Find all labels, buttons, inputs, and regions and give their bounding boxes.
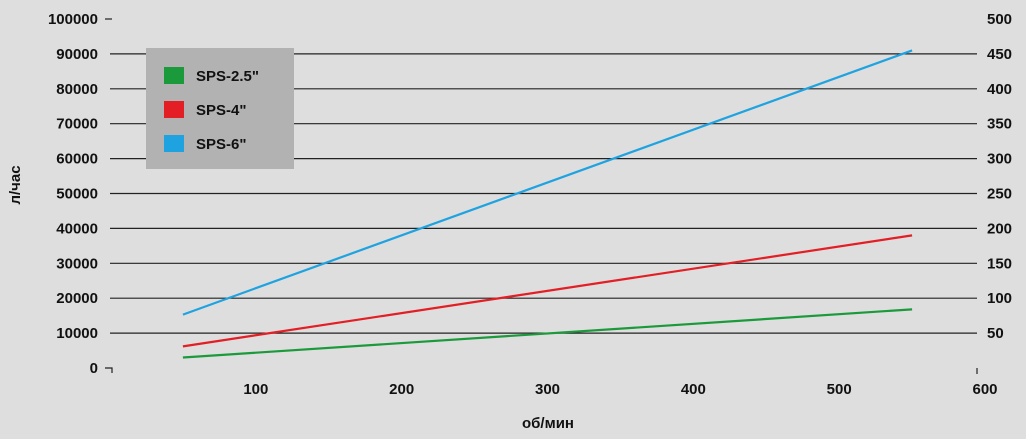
series-line [182, 308, 913, 359]
y-tick-label: 70000 [56, 116, 98, 133]
legend-entry: SPS-2.5" [196, 68, 259, 85]
series-lines [182, 49, 913, 359]
x-tick-label: 100 [243, 381, 268, 398]
y2-tick-label: 200 [987, 220, 1012, 237]
y2-axis-ticks: 50 100 150 200 250 300 350 400 450 500 [987, 11, 1012, 342]
y2-tick-label: 400 [987, 81, 1012, 98]
y2-tick-label: 350 [987, 116, 1012, 133]
y-axis-label: л/час [7, 165, 24, 204]
y-tick-label: 10000 [56, 325, 98, 342]
legend-swatch [164, 67, 184, 84]
x-tick-label: 500 [827, 381, 852, 398]
x-axis-label: об/мин [522, 415, 574, 432]
y-tick-label: 30000 [56, 255, 98, 272]
axes [105, 18, 978, 374]
y-tick-label: 80000 [56, 81, 98, 98]
y-tick-label: 20000 [56, 290, 98, 307]
x-tick-label: 300 [535, 381, 560, 398]
legend-swatch [164, 135, 184, 152]
axis-origin-mark [105, 367, 113, 373]
y2-tick-label: 50 [987, 325, 1004, 342]
x-tick-label: 400 [681, 381, 706, 398]
y-tick-label: 90000 [56, 46, 98, 63]
y2-tick-label: 500 [987, 11, 1012, 28]
y-tick-label: 50000 [56, 186, 98, 203]
x-axis-ticks: 100 200 300 400 500 600 [243, 381, 997, 398]
y2-tick-label: 100 [987, 290, 1012, 307]
y2-tick-label: 250 [987, 186, 1012, 203]
legend-entry: SPS-6" [196, 136, 246, 153]
y2-tick-label: 300 [987, 151, 1012, 168]
y-axis-ticks: 0 10000 20000 30000 40000 50000 60000 70000 8000… [48, 11, 98, 377]
legend: SPS-2.5" SPS-4" SPS-6" [146, 48, 294, 169]
y-tick-label: 100000 [48, 11, 98, 28]
series-line [182, 49, 913, 316]
y-tick-label: 0 [90, 360, 98, 377]
x-tick-label: 600 [972, 381, 997, 398]
legend-entry: SPS-4" [196, 102, 246, 119]
series-line [182, 234, 913, 348]
y-tick-label: 60000 [56, 151, 98, 168]
y-tick-label: 40000 [56, 220, 98, 237]
y2-tick-label: 450 [987, 46, 1012, 63]
legend-swatch [164, 101, 184, 118]
y2-tick-label: 150 [987, 255, 1012, 272]
x-tick-label: 200 [389, 381, 414, 398]
